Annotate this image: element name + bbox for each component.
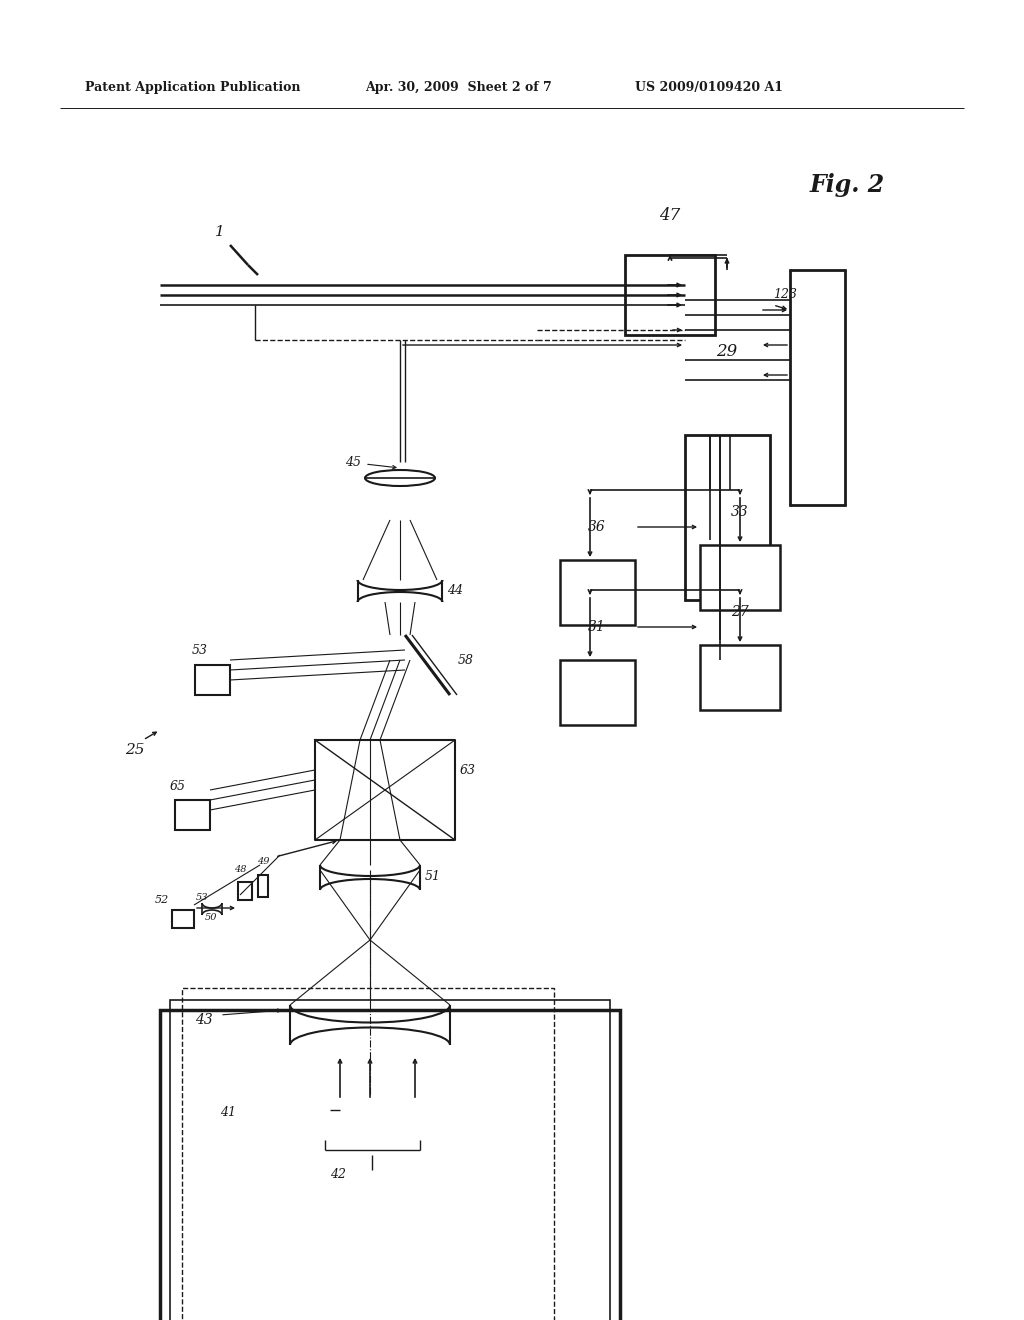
Text: Patent Application Publication: Patent Application Publication <box>85 82 300 95</box>
Text: 33: 33 <box>731 506 749 519</box>
Text: 65: 65 <box>170 780 186 793</box>
Bar <box>700 545 780 610</box>
Bar <box>172 909 194 928</box>
Bar <box>182 987 554 1320</box>
Text: Apr. 30, 2009  Sheet 2 of 7: Apr. 30, 2009 Sheet 2 of 7 <box>365 82 552 95</box>
Text: 48: 48 <box>234 866 247 874</box>
Bar <box>175 800 210 830</box>
Ellipse shape <box>365 470 435 486</box>
Text: 51: 51 <box>425 870 441 883</box>
Bar <box>700 645 780 710</box>
Text: 58: 58 <box>458 653 474 667</box>
Bar <box>160 1010 620 1320</box>
Text: 44: 44 <box>447 583 463 597</box>
Text: Fig. 2: Fig. 2 <box>810 173 886 197</box>
Text: US 2009/0109420 A1: US 2009/0109420 A1 <box>635 82 783 95</box>
Text: 43: 43 <box>195 1012 213 1027</box>
Bar <box>258 875 268 898</box>
Text: 41: 41 <box>220 1106 236 1118</box>
Text: 27: 27 <box>731 605 749 619</box>
Bar <box>790 271 845 506</box>
Bar <box>170 1001 610 1320</box>
Bar <box>238 882 252 900</box>
Text: 31: 31 <box>588 620 606 634</box>
Text: 29: 29 <box>717 343 737 360</box>
Bar <box>195 665 230 696</box>
Text: 42: 42 <box>330 1168 346 1181</box>
Text: 1: 1 <box>215 224 224 239</box>
Text: 47: 47 <box>659 206 681 223</box>
Bar <box>560 660 635 725</box>
Text: 49: 49 <box>257 858 269 866</box>
Text: 53: 53 <box>193 644 208 656</box>
Text: 53: 53 <box>196 894 209 903</box>
Bar <box>685 436 770 601</box>
Text: 50: 50 <box>205 913 217 923</box>
Bar <box>560 560 635 624</box>
Text: 36: 36 <box>588 520 606 535</box>
Text: 52: 52 <box>155 895 169 906</box>
Text: 25: 25 <box>125 743 144 756</box>
Text: 63: 63 <box>460 763 476 776</box>
Bar <box>625 255 715 335</box>
Text: 123: 123 <box>773 289 797 301</box>
Text: 45: 45 <box>345 455 361 469</box>
